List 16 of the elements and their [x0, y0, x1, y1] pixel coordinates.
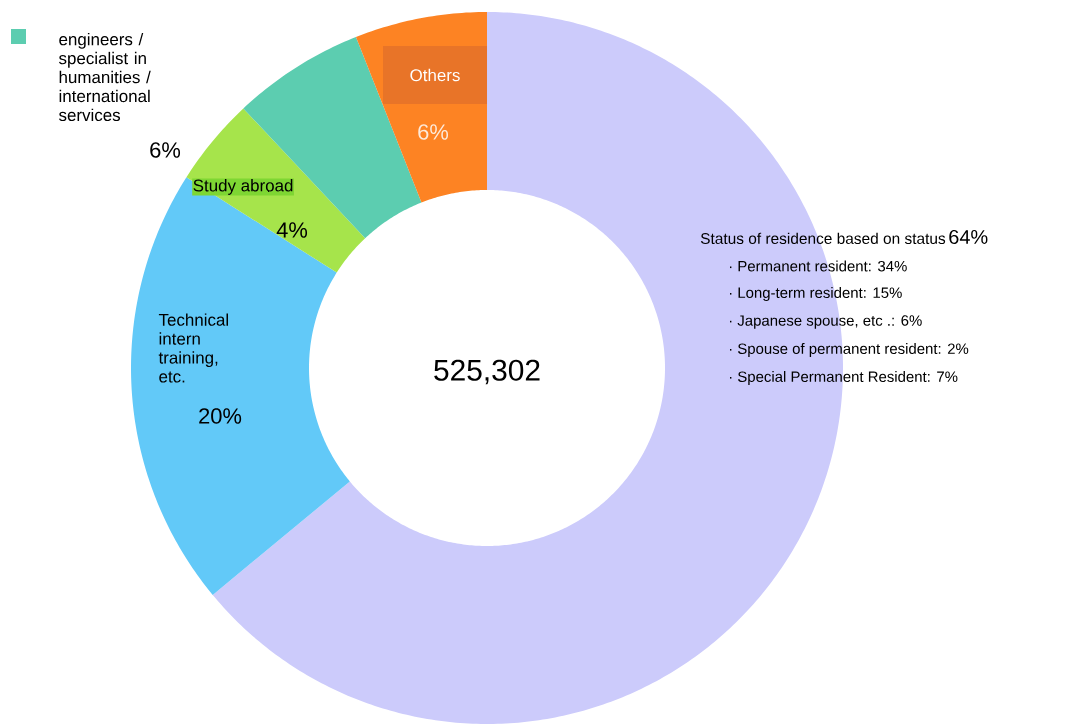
data-label: 6%	[418, 124, 449, 140]
data-label: 20%	[199, 408, 242, 424]
slice-label: Others	[410, 68, 460, 82]
data-label: 6%	[150, 142, 181, 158]
text: · Permanent resident: 34%	[729, 260, 907, 272]
slice-label: Status of residence based on status	[700, 232, 946, 245]
text: · Long-term resident: 15%	[729, 287, 902, 301]
text: 525,302	[434, 359, 540, 385]
data-label: 64%	[949, 229, 988, 245]
legend-label: engineers / specialist in humanities / international services	[58, 32, 151, 122]
slice-label: Technical intern training, etc.	[158, 313, 228, 383]
data-label: 4%	[276, 222, 308, 238]
text: · Japanese spouse, etc .: 6%	[729, 315, 922, 329]
text: · Spouse of permanent resident: 2%	[729, 343, 969, 357]
slice-label: Study abroad	[193, 179, 293, 195]
text: · Special Permanent Resident: 7%	[729, 371, 958, 385]
